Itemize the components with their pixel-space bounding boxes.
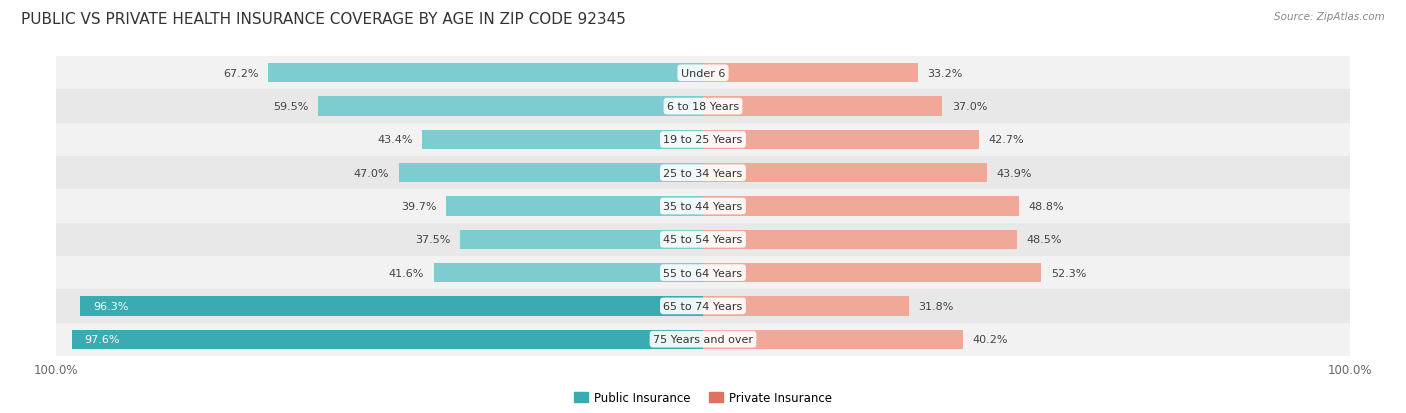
Bar [56,190,1350,223]
Bar [56,123,1350,157]
Text: 19 to 25 Years: 19 to 25 Years [664,135,742,145]
Text: Source: ZipAtlas.com: Source: ZipAtlas.com [1274,12,1385,22]
Text: 65 to 74 Years: 65 to 74 Years [664,301,742,311]
Bar [56,290,1350,323]
Text: 97.6%: 97.6% [84,335,120,344]
Bar [703,97,942,116]
Text: 40.2%: 40.2% [973,335,1008,344]
Text: 45 to 54 Years: 45 to 54 Years [664,235,742,245]
Text: 37.5%: 37.5% [415,235,451,245]
Bar [56,223,1350,256]
Text: 59.5%: 59.5% [273,102,308,112]
Bar [269,64,703,83]
Bar [703,297,908,316]
Text: 47.0%: 47.0% [354,168,389,178]
Bar [446,197,703,216]
Bar [318,97,703,116]
Bar [399,164,703,183]
Legend: Public Insurance, Private Insurance: Public Insurance, Private Insurance [569,386,837,408]
Text: 55 to 64 Years: 55 to 64 Years [664,268,742,278]
Text: 41.6%: 41.6% [389,268,425,278]
Text: 43.4%: 43.4% [377,135,412,145]
Bar [56,90,1350,123]
Bar [56,323,1350,356]
Text: 52.3%: 52.3% [1050,268,1087,278]
Bar [703,263,1042,282]
Bar [703,330,963,349]
Text: 48.5%: 48.5% [1026,235,1062,245]
Text: 25 to 34 Years: 25 to 34 Years [664,168,742,178]
Text: 75 Years and over: 75 Years and over [652,335,754,344]
Bar [56,57,1350,90]
Bar [422,131,703,150]
Bar [80,297,703,316]
Text: 35 to 44 Years: 35 to 44 Years [664,202,742,211]
Bar [703,131,979,150]
Bar [434,263,703,282]
Text: Under 6: Under 6 [681,69,725,78]
Bar [703,164,987,183]
Text: 31.8%: 31.8% [918,301,953,311]
Bar [56,256,1350,290]
Bar [72,330,703,349]
Bar [56,157,1350,190]
Text: PUBLIC VS PRIVATE HEALTH INSURANCE COVERAGE BY AGE IN ZIP CODE 92345: PUBLIC VS PRIVATE HEALTH INSURANCE COVER… [21,12,626,27]
Text: 6 to 18 Years: 6 to 18 Years [666,102,740,112]
Bar [703,64,918,83]
Text: 33.2%: 33.2% [928,69,963,78]
Bar [703,230,1017,249]
Text: 96.3%: 96.3% [93,301,128,311]
Text: 42.7%: 42.7% [988,135,1025,145]
Text: 67.2%: 67.2% [224,69,259,78]
Bar [461,230,703,249]
Text: 39.7%: 39.7% [401,202,436,211]
Text: 43.9%: 43.9% [997,168,1032,178]
Text: 37.0%: 37.0% [952,102,987,112]
Bar [703,197,1018,216]
Text: 48.8%: 48.8% [1028,202,1064,211]
